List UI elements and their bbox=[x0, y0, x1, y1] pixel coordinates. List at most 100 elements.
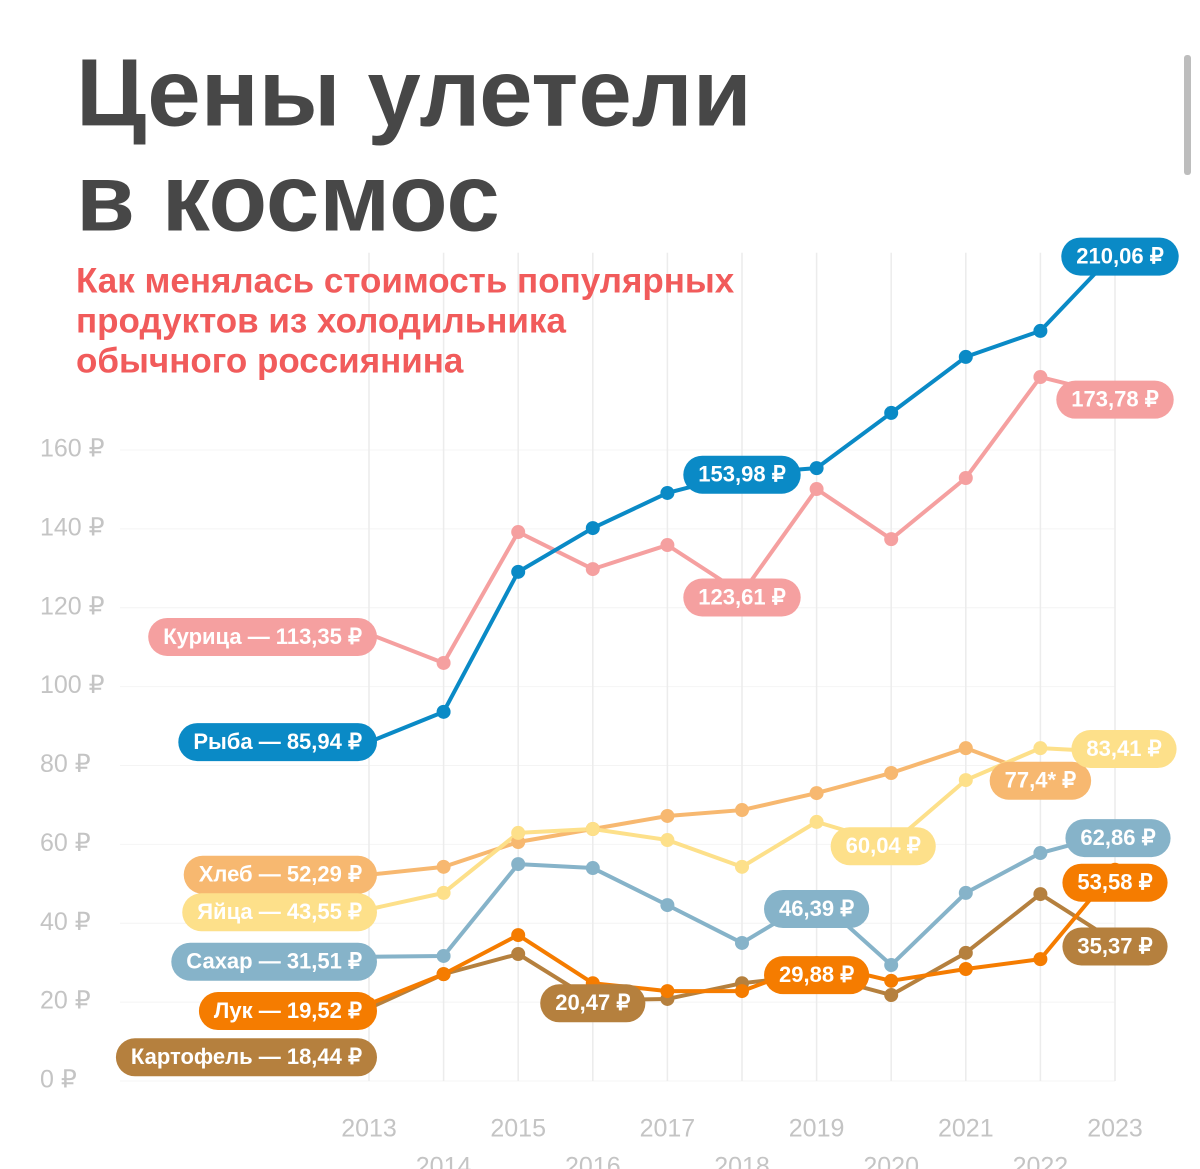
label-text: Хлеб — 52,29 ₽ bbox=[199, 862, 362, 887]
value-label: 20,47 ₽ bbox=[540, 984, 646, 1023]
data-point bbox=[585, 521, 600, 536]
data-point bbox=[511, 857, 526, 872]
data-point bbox=[511, 947, 526, 962]
subtitle-line: продуктов из холодильника bbox=[76, 301, 566, 340]
label-pill bbox=[830, 827, 936, 866]
data-point bbox=[1033, 370, 1048, 385]
data-point bbox=[1033, 741, 1048, 756]
label-pill bbox=[764, 890, 870, 929]
data-point bbox=[884, 405, 899, 420]
data-point bbox=[809, 461, 824, 476]
data-point bbox=[735, 984, 749, 999]
x-tick-label: 2021 bbox=[938, 1115, 994, 1143]
label-text: 53,58 ₽ bbox=[1077, 870, 1152, 895]
subtitle-line: обычного россиянина bbox=[76, 341, 464, 380]
data-point bbox=[660, 833, 675, 848]
y-tick-label: 80 ₽ bbox=[40, 750, 91, 778]
label-pill bbox=[1061, 237, 1179, 276]
value-label: 35,37 ₽ bbox=[1062, 927, 1168, 966]
data-point bbox=[735, 859, 749, 874]
y-tick-label: 60 ₽ bbox=[40, 829, 91, 857]
y-tick-label: 0 ₽ bbox=[40, 1066, 77, 1094]
data-point bbox=[958, 349, 973, 364]
label-pill bbox=[178, 723, 377, 762]
label-pill bbox=[1062, 927, 1168, 966]
value-label: 46,39 ₽ bbox=[764, 890, 870, 929]
data-point bbox=[511, 825, 526, 840]
data-point bbox=[958, 741, 973, 756]
value-label: 62,86 ₽ bbox=[1065, 819, 1171, 858]
label-text: 46,39 ₽ bbox=[779, 896, 854, 921]
data-point bbox=[958, 470, 973, 485]
x-tick-label: 2015 bbox=[490, 1115, 546, 1143]
data-point bbox=[958, 773, 973, 788]
data-point bbox=[1033, 887, 1048, 902]
data-point bbox=[1033, 323, 1048, 338]
label-text: 153,98 ₽ bbox=[698, 462, 785, 487]
data-point bbox=[809, 482, 824, 497]
value-label: 123,61 ₽ bbox=[683, 578, 801, 617]
value-label: 173,78 ₽ bbox=[1056, 380, 1174, 419]
x-tick-label: 2018 bbox=[714, 1153, 770, 1169]
label-text: Курица — 113,35 ₽ bbox=[163, 624, 362, 649]
label-text: 20,47 ₽ bbox=[555, 990, 630, 1015]
data-point bbox=[884, 765, 899, 780]
label-text: Яйца — 43,55 ₽ bbox=[197, 899, 362, 924]
y-tick-label: 100 ₽ bbox=[40, 671, 105, 699]
x-tick-label: 2013 bbox=[341, 1115, 397, 1143]
data-point bbox=[660, 898, 675, 913]
data-point bbox=[958, 961, 973, 976]
data-point bbox=[436, 885, 451, 900]
label-text: Картофель — 18,44 ₽ bbox=[131, 1044, 362, 1069]
label-pill bbox=[1056, 380, 1174, 419]
title-line: Цены улетели bbox=[76, 39, 752, 146]
label-text: 83,41 ₽ bbox=[1086, 736, 1161, 761]
label-text: 173,78 ₽ bbox=[1071, 386, 1158, 411]
x-tick-label: 2017 bbox=[640, 1115, 696, 1143]
label-pill bbox=[198, 992, 377, 1031]
data-point bbox=[436, 655, 451, 670]
value-label: Лук — 19,52 ₽ bbox=[198, 992, 377, 1031]
data-point bbox=[1033, 952, 1048, 967]
value-label: Рыба — 85,94 ₽ bbox=[178, 723, 377, 762]
value-label: 153,98 ₽ bbox=[683, 455, 801, 494]
data-point bbox=[511, 928, 526, 943]
x-tick-label: 2022 bbox=[1013, 1153, 1069, 1169]
label-text: 29,88 ₽ bbox=[779, 962, 854, 987]
data-point bbox=[809, 814, 824, 829]
label-pill bbox=[540, 984, 646, 1023]
label-pill bbox=[989, 761, 1092, 800]
x-tick-label: 2019 bbox=[789, 1115, 845, 1143]
value-label: 60,04 ₽ bbox=[830, 827, 936, 866]
x-tick-label: 2023 bbox=[1087, 1115, 1143, 1143]
label-pill bbox=[1071, 730, 1177, 769]
label-pill bbox=[764, 956, 870, 995]
data-point bbox=[660, 485, 675, 500]
value-label: 210,06 ₽ bbox=[1061, 237, 1179, 276]
value-label: Курица — 113,35 ₽ bbox=[148, 617, 377, 656]
value-label: Картофель — 18,44 ₽ bbox=[115, 1038, 377, 1077]
data-point bbox=[958, 885, 973, 900]
x-tick-label: 2020 bbox=[863, 1153, 919, 1169]
scrollbar bbox=[1184, 55, 1191, 175]
data-point bbox=[585, 562, 600, 577]
data-point bbox=[884, 973, 899, 988]
label-pill bbox=[183, 855, 377, 894]
y-tick-label: 140 ₽ bbox=[40, 513, 105, 541]
data-point bbox=[884, 988, 899, 1003]
value-label: Хлеб — 52,29 ₽ bbox=[183, 855, 377, 894]
value-label: 53,58 ₽ bbox=[1062, 863, 1168, 902]
y-tick-label: 120 ₽ bbox=[40, 592, 105, 620]
data-point bbox=[809, 786, 824, 801]
data-point bbox=[511, 564, 526, 579]
label-text: 210,06 ₽ bbox=[1076, 243, 1163, 268]
label-text: 77,4* ₽ bbox=[1005, 768, 1077, 793]
label-pill bbox=[683, 455, 801, 494]
y-tick-label: 20 ₽ bbox=[40, 987, 91, 1015]
data-point bbox=[436, 948, 451, 963]
label-text: 35,37 ₽ bbox=[1077, 933, 1152, 958]
data-point bbox=[436, 704, 451, 719]
data-point bbox=[1033, 846, 1048, 861]
data-point bbox=[436, 967, 451, 982]
value-label: Сахар — 31,51 ₽ bbox=[171, 942, 377, 981]
